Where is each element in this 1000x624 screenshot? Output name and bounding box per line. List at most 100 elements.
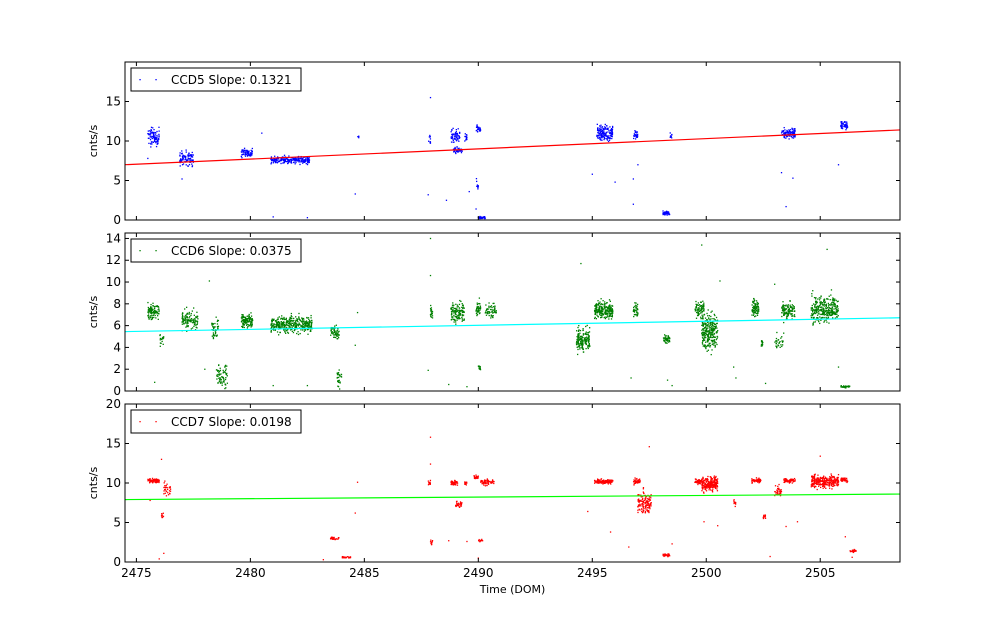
data-point	[485, 304, 487, 306]
data-point	[275, 158, 277, 160]
data-point	[597, 300, 599, 302]
data-point	[451, 482, 453, 485]
data-point	[462, 310, 464, 313]
data-point	[594, 312, 596, 314]
data-point	[149, 309, 151, 311]
data-point	[778, 483, 780, 486]
data-point	[344, 556, 347, 559]
data-point	[294, 329, 296, 331]
data-point	[284, 158, 287, 160]
data-point	[577, 339, 579, 342]
data-point	[281, 324, 283, 326]
data-point	[188, 163, 191, 166]
data-point	[700, 309, 702, 311]
data-point	[774, 485, 777, 487]
data-point	[812, 324, 814, 326]
data-point	[814, 309, 817, 312]
data-point	[243, 322, 245, 324]
data-point	[845, 127, 848, 129]
data-point	[481, 216, 484, 219]
data-point	[243, 316, 245, 319]
data-point	[154, 137, 157, 139]
data-point	[296, 318, 298, 320]
data-point	[459, 505, 461, 507]
data-point	[298, 158, 300, 160]
data-point	[671, 384, 673, 387]
data-point	[582, 336, 584, 339]
data-point	[182, 158, 184, 161]
y-axis-label: cnts/s	[87, 295, 100, 328]
data-point	[585, 341, 587, 343]
data-point	[815, 300, 818, 303]
data-point	[272, 329, 275, 331]
data-point	[456, 484, 459, 486]
data-point	[823, 305, 825, 307]
data-point	[455, 309, 457, 312]
data-point	[841, 127, 844, 130]
data-point	[815, 302, 818, 304]
data-point	[156, 313, 158, 315]
data-point	[147, 301, 149, 304]
data-point	[669, 132, 671, 134]
data-point	[581, 336, 583, 338]
data-point	[636, 479, 638, 481]
data-point	[457, 305, 459, 308]
data-point	[156, 130, 158, 133]
data-point	[462, 306, 464, 308]
data-point	[454, 307, 456, 310]
data-point	[710, 329, 712, 331]
data-point	[812, 290, 814, 292]
data-point	[299, 163, 301, 166]
data-point	[789, 135, 791, 137]
data-point	[779, 495, 782, 497]
data-point	[459, 299, 461, 302]
data-point	[605, 132, 607, 134]
data-point	[306, 322, 309, 324]
data-point	[217, 325, 220, 327]
data-point	[596, 314, 598, 316]
data-point	[241, 318, 243, 320]
data-point	[704, 337, 706, 339]
data-point	[272, 162, 275, 164]
data-point	[307, 158, 310, 161]
data-point	[694, 481, 696, 483]
data-point	[196, 323, 198, 326]
data-point	[477, 188, 479, 190]
data-point	[595, 311, 597, 313]
data-point	[596, 311, 599, 313]
data-point	[151, 308, 153, 310]
data-point	[577, 336, 579, 339]
data-point	[780, 344, 782, 346]
data-point	[340, 376, 343, 378]
data-point	[582, 329, 584, 332]
data-point	[826, 314, 829, 316]
data-point	[184, 158, 186, 161]
data-point	[605, 313, 607, 315]
data-point	[287, 162, 289, 164]
data-point	[358, 136, 360, 138]
data-point	[483, 484, 485, 486]
data-point	[191, 327, 194, 329]
data-point	[823, 321, 825, 323]
data-point	[776, 490, 779, 492]
data-point	[837, 164, 840, 166]
data-point	[450, 483, 452, 486]
data-point	[608, 137, 611, 139]
data-point	[600, 316, 602, 319]
data-point	[775, 340, 778, 342]
data-point	[701, 333, 704, 335]
data-point	[699, 483, 702, 485]
data-point	[188, 155, 190, 157]
data-point	[708, 343, 710, 345]
data-point	[339, 375, 341, 377]
data-point	[222, 377, 225, 380]
data-point	[580, 339, 582, 341]
data-point	[474, 476, 477, 479]
data-point	[636, 134, 638, 137]
data-point	[713, 340, 716, 342]
data-point	[667, 556, 669, 558]
data-point	[279, 323, 281, 325]
data-point	[811, 295, 813, 297]
data-point	[169, 493, 171, 495]
